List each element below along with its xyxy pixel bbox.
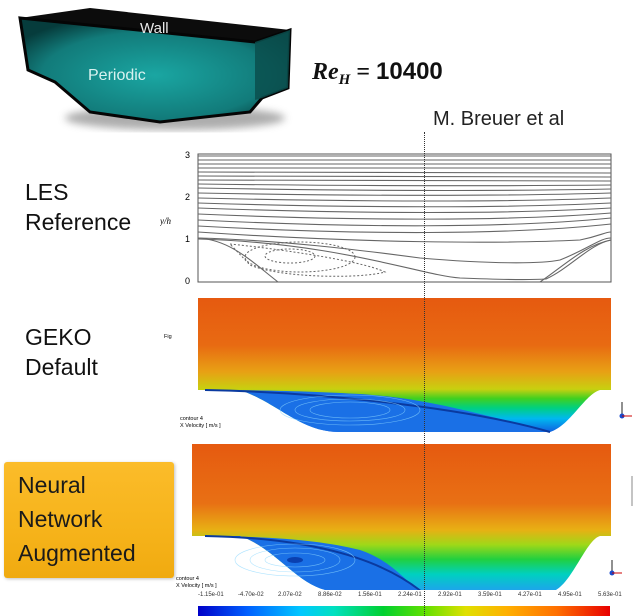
colorbar-label: 1.56e-01: [358, 592, 382, 598]
geko-variable-label: X Velocity [ m/s ]: [180, 423, 221, 429]
colorbar-label: 2.07e-02: [278, 592, 302, 598]
ytick-3: 3: [185, 150, 190, 160]
colorbar-label: 3.59e-01: [478, 592, 502, 598]
wall-label: Wall: [140, 20, 169, 37]
periodic-label: Periodic: [88, 67, 146, 84]
fig-label: Fig: [164, 334, 172, 340]
colorbar-label: 8.86e-02: [318, 592, 342, 598]
colorbar-label: 2.92e-01: [438, 592, 462, 598]
nn-contour-name: contour 4: [176, 576, 199, 582]
reynolds-number: ReH = 10400: [312, 58, 443, 88]
y-axis-label: y/h: [160, 216, 171, 226]
ytick-1: 1: [185, 234, 190, 244]
axis-triad-icon: [609, 560, 622, 576]
nn-contour-plot: contour 4 X Velocity [ m/s ]: [176, 444, 633, 590]
les-reference-label: LES Reference: [25, 179, 132, 235]
colorbar-label: -4.70e-02: [238, 592, 264, 598]
colorbar-label: -1.15e-01: [198, 592, 224, 598]
geko-contour-name: contour 4: [180, 416, 203, 422]
periodic-hill-geometry: Wall Periodic: [18, 8, 292, 130]
les-streamline-plot: 3 2 1 0 y/h: [160, 150, 612, 286]
geko-contour-plot: Fig contour 4 X Velocity [ m/s ]: [164, 298, 632, 433]
ytick-0: 0: [185, 276, 190, 286]
colorbar-label: 2.24e-01: [398, 592, 422, 598]
neural-network-augmented-label: Neural Network Augmented: [4, 462, 174, 578]
reference-citation: M. Breuer et al: [433, 108, 565, 130]
colorbar-label: 4.27e-01: [518, 592, 542, 598]
ytick-2: 2: [185, 192, 190, 202]
reference-dashed-line: [424, 132, 425, 616]
velocity-colorbar: [198, 606, 610, 616]
geko-default-label: GEKO Default: [25, 324, 98, 380]
colorbar-label: 4.95e-01: [558, 592, 582, 598]
colorbar-label: 5.63e-01: [598, 592, 622, 598]
nn-variable-label: X Velocity [ m/s ]: [176, 583, 217, 589]
axis-triad-icon: [619, 402, 632, 419]
